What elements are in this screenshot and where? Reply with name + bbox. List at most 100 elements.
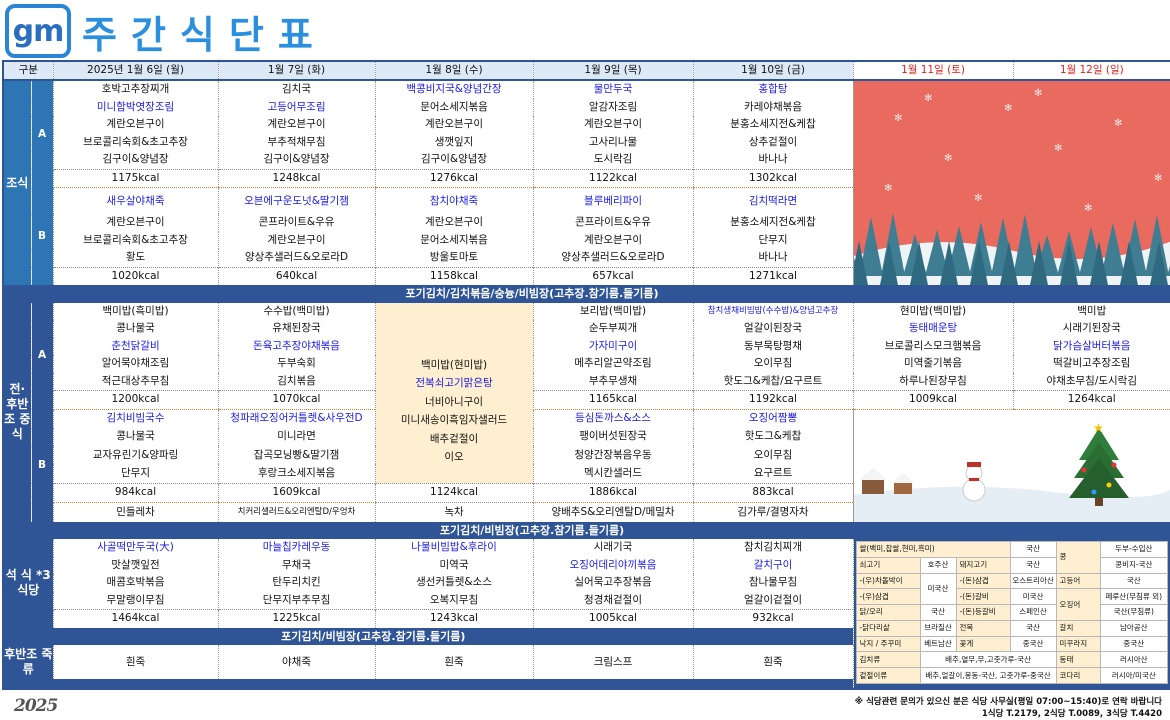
menu-item: 후랑크소세지볶음 (217, 464, 376, 484)
snowy-forest-image: ✻ ✻ ✻ ✻ ✻ ✻ ✻ ✻ ✻ ✻ ✻ (854, 81, 1170, 285)
group-label: A (30, 302, 54, 409)
menu-item: 백미밥(현미밥) (420, 358, 488, 371)
origin-country: 미국산 (1009, 588, 1057, 606)
menu-item: 청파래오징어커틀렛&사우전D (217, 409, 376, 428)
menu-item: 계란오븐구이 (532, 116, 694, 134)
porridge-item: 흰죽 (692, 645, 854, 679)
menu-item: 도시락김 (532, 151, 694, 169)
menu-item: 바나나 (692, 249, 854, 267)
menu-item: 시래기국 (532, 539, 694, 557)
menu-item: 미니함박엿장조림 (52, 98, 219, 116)
dinner-side-dishes: 포기김치/비빔장(고추장.참기름.들기름) (3, 627, 854, 645)
dinner-label: 석 식 *3식당 (3, 539, 54, 628)
origin-country: 국산 (1009, 541, 1057, 558)
menu-item: 너비아니구이 (425, 395, 483, 408)
day-header: 1월 11일 (토) (852, 61, 1014, 81)
svg-text:✻: ✻ (894, 113, 902, 124)
origin-item: 코다리 (1055, 667, 1101, 684)
signature-logo: 2025 (14, 696, 58, 716)
menu-item: 순두부찌개 (532, 320, 694, 338)
menu-item: 전복쇠고기맑은탕 (415, 377, 493, 390)
menu-item: 나물비빔밥&후라이 (374, 539, 534, 557)
menu-item: 참치김치찌개 (692, 539, 854, 557)
origin-item: 돼지고기 (955, 556, 1011, 574)
kcal-value: 657kcal (532, 266, 694, 285)
menu-item: 고사리나물 (532, 133, 694, 151)
menu-item: 갈치구이 (692, 556, 854, 574)
menu-item: 브로콜리숙회&초고추장 (52, 231, 219, 249)
kcal-value: 1070kcal (217, 390, 376, 410)
origin-country: 페루산(무침류 외) (1099, 588, 1169, 606)
origin-item: -(우)차돌박이 (855, 572, 921, 590)
menu-item: 콩나물국 (52, 320, 219, 338)
kcal-value: 1243kcal (374, 609, 534, 628)
menu-item: 등심돈까스&소스 (532, 409, 694, 428)
menu-item: 브로콜리스모크햄볶음 (852, 337, 1014, 355)
origin-item: -(우)삼겹 (855, 588, 921, 606)
origin-country: 미국산 (919, 572, 957, 606)
menu-item: 두부숙회 (217, 355, 376, 373)
menu-item: 생선커틀렛&소스 (374, 574, 534, 592)
menu-item: 핫도그&케찹/요구르트 (692, 372, 854, 391)
menu-item: 오징어짬뽕 (692, 409, 854, 428)
group-label: A (30, 80, 54, 188)
menu-item: 동태매운탕 (852, 320, 1014, 338)
menu-item: 김치국 (217, 80, 376, 99)
menu-item: 오복지무침 (374, 591, 534, 610)
menu-item: 바나나 (692, 151, 854, 169)
kcal-value: 1464kcal (52, 609, 219, 628)
origin-item: 겉절이류 (855, 667, 921, 684)
menu-item: 알감자조림 (532, 98, 694, 116)
menu-item: 떡갈비고추장조림 (1012, 355, 1170, 373)
menu-item: 미니라면 (217, 427, 376, 447)
menu-item: 홍합탕 (692, 80, 854, 99)
porridge-item: 크림스프 (532, 645, 694, 679)
origin-country: 두부-수입산 (1099, 541, 1169, 558)
origin-country: 남아공산 (1099, 619, 1169, 637)
header-corner: 구분 (2, 61, 54, 81)
menu-item: 블루베리파이 (532, 187, 694, 214)
menu-item: 현미밥(백미밥) (852, 302, 1014, 320)
menu-item: 교자유린기&양파링 (52, 446, 219, 465)
menu-item: 계란오븐구이 (217, 231, 376, 249)
origin-country: 국산 (1009, 619, 1057, 637)
kcal-value: 1271kcal (692, 266, 854, 285)
menu-item: 단무지 (52, 464, 219, 484)
origin-country: 배추,얼갈이,봉동-국산, 고춧가루-중국산 (919, 667, 1057, 684)
svg-text:★: ★ (1093, 421, 1104, 435)
menu-item: 알어묵야채조림 (52, 355, 219, 373)
gm-logo: gm (5, 4, 71, 58)
origin-country: 국산 (1009, 556, 1057, 574)
origin-table: 쌀(백미,찹쌀,현미,흑미) 국산 콩 두부-수입산 쇠고기 호주산 돼지고기 국산 콩비지-… (855, 541, 1169, 684)
origin-country: 베트남산 (919, 635, 957, 653)
day-header: 1월 8일 (수) (374, 61, 534, 81)
menu-item: 매콤호박볶음 (52, 574, 219, 592)
origin-item: -(돈)갈비 (955, 588, 1011, 606)
origin-country: 중국산 (1009, 635, 1057, 653)
menu-item: 김치볶음 (217, 372, 376, 391)
menu-item: 김구이&양념장 (217, 151, 376, 169)
kcal-value: 1200kcal (52, 390, 219, 410)
kcal-value: 932kcal (692, 609, 854, 628)
menu-item: 핫도그&케찹 (692, 427, 854, 447)
origin-country: 러시아/미국산 (1099, 667, 1169, 684)
kcal-value: 1276kcal (374, 168, 534, 188)
menu-item: 참치야채죽 (374, 187, 534, 214)
menu-item: 오븐에구운도넛&딸기잼 (217, 187, 376, 214)
phone-numbers: 1식당 T.2179, 2식당 T.0089, 3식당 T.4420 (981, 709, 1162, 719)
menu-item: 무말랭이무침 (52, 591, 219, 610)
origin-item: 미꾸라지 (1055, 635, 1101, 653)
origin-country: 중국산 (1099, 635, 1169, 653)
origin-item: 전복 (955, 619, 1011, 637)
kcal-value: 1302kcal (692, 168, 854, 188)
svg-text:✻: ✻ (1084, 203, 1092, 214)
menu-item: 배추겉절이 (429, 432, 479, 445)
kcal-value: 1609kcal (217, 482, 376, 504)
menu-item: 미니새송이흑임자샐러드 (400, 414, 508, 427)
menu-item: 부추적채무침 (217, 133, 376, 151)
menu-item: 적근대상추무침 (52, 372, 219, 391)
menu-item: 멕시칸샐러드 (532, 464, 694, 484)
snowman-tree-image: ★ (854, 409, 1170, 522)
menu-item: 시래기된장국 (1012, 320, 1170, 338)
menu-item: 백미밥 (1012, 302, 1170, 320)
